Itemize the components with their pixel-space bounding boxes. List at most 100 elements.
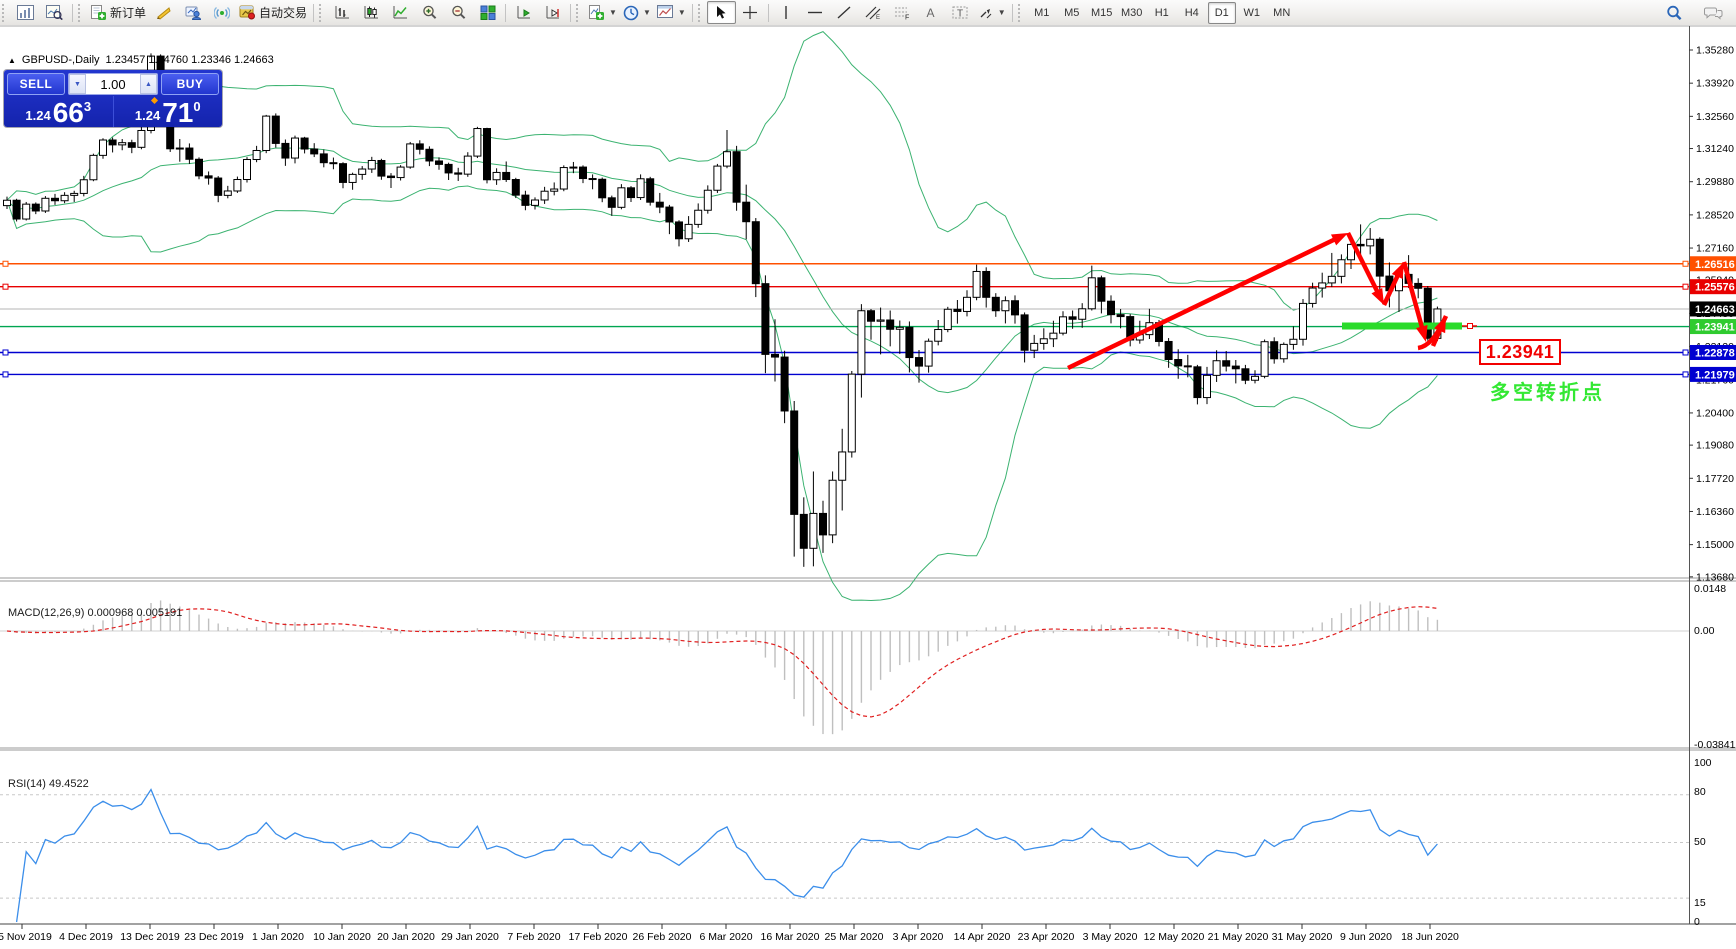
timeframe-button-w1[interactable]: W1 (1243, 6, 1260, 19)
trendline-tool-icon[interactable] (830, 1, 859, 24)
macd-label: MACD(12,26,9) 0.000968 0.005191 (8, 607, 183, 619)
autotrading-button[interactable]: 自动交易 (236, 1, 310, 24)
timeframe-button-d1[interactable]: D1 (1207, 1, 1236, 24)
svg-text:1.26516: 1.26516 (1695, 259, 1735, 271)
profiles-icon[interactable] (40, 1, 69, 24)
buy-price-prefix: 1.24 (134, 108, 161, 123)
text-tool-icon[interactable]: A (917, 1, 946, 24)
rsi-indicator (0, 788, 1689, 923)
price-axis[interactable]: 1.35280 1.33920 1.32560 1.31240 1.29880 1.285… (1689, 26, 1736, 928)
sell-button[interactable]: SELL (7, 73, 65, 95)
svg-text:14 Apr 2020: 14 Apr 2020 (954, 931, 1011, 943)
bull-bear-pivot-note[interactable]: 多空转折点 (1490, 382, 1605, 404)
svg-text:1.13680: 1.13680 (1696, 571, 1734, 583)
new-order-button[interactable]: 新订单 (87, 1, 149, 24)
svg-text:1.24663: 1.24663 (1695, 304, 1735, 316)
arrows-tool-button[interactable]: ▼ (975, 1, 1009, 24)
crosshair-tool-icon[interactable] (736, 1, 765, 24)
axis-price-tag: 1.26516 (1690, 256, 1736, 272)
zoom-out-icon[interactable] (444, 1, 473, 24)
timeframe-button-m1[interactable]: M1 (1034, 6, 1050, 19)
line-chart-mode-icon[interactable] (386, 1, 415, 24)
price-chart-canvas[interactable]: 1.35280 1.33920 1.32560 1.31240 1.29880 1.285… (0, 25, 1736, 949)
svg-text:1 Jan 2020: 1 Jan 2020 (252, 931, 304, 943)
fibonacci-tool-icon[interactable]: F (888, 1, 917, 24)
svg-text:17 Feb 2020: 17 Feb 2020 (569, 931, 628, 943)
toolbar-grip (576, 3, 583, 22)
svg-text:18 Jun 2020: 18 Jun 2020 (1401, 931, 1459, 943)
chart-shift-icon[interactable] (538, 1, 567, 24)
one-click-collapse-toggle[interactable]: ▲ (8, 55, 16, 65)
svg-text:21 May 2020: 21 May 2020 (1208, 931, 1269, 943)
new-order-label: 新订单 (110, 6, 147, 20)
auto-scroll-icon[interactable] (509, 1, 538, 24)
chart-area[interactable]: 1.35280 1.33920 1.32560 1.31240 1.29880 1.285… (0, 25, 1736, 949)
axis-price-tag: 1.21979 (1690, 366, 1736, 382)
charts-window-icon[interactable] (11, 1, 40, 24)
rsi-label: RSI(14) 49.4522 (8, 778, 89, 790)
axis-price-tag: 1.24663 (1690, 301, 1736, 317)
horizontal-level-lines[interactable] (0, 260, 1689, 378)
toolbar-grip (2, 3, 9, 22)
buy-price[interactable]: 1.24 71 0 (114, 96, 223, 127)
toolbar-right-group (1660, 1, 1736, 24)
candlestick-mode-icon[interactable] (357, 1, 386, 24)
indicators-icon[interactable] (149, 1, 178, 24)
svg-text:1.23941: 1.23941 (1695, 322, 1735, 334)
templates-button[interactable]: ▼ (654, 1, 689, 24)
date-axis[interactable]: 25 Nov 2019 4 Dec 2019 13 Dec 2019 23 Dec 2… (0, 924, 1459, 943)
timeframe-button-mn[interactable]: MN (1273, 6, 1291, 19)
toolbar-grip (78, 3, 85, 22)
svg-text:0: 0 (1694, 916, 1700, 928)
timeframe-button-m30[interactable]: M30 (1121, 6, 1143, 19)
svg-text:7 Feb 2020: 7 Feb 2020 (507, 931, 560, 943)
toolbar-separator (313, 3, 315, 22)
dropdown-caret-icon: ▼ (642, 8, 651, 17)
main-toolbar: 新订单 自动交易 (0, 0, 1736, 26)
svg-text:16 Mar 2020: 16 Mar 2020 (761, 931, 820, 943)
svg-text:1.16360: 1.16360 (1696, 506, 1734, 518)
svg-text:4 Dec 2019: 4 Dec 2019 (59, 931, 113, 943)
channel-tool-icon[interactable]: E (859, 1, 888, 24)
svg-text:E: E (876, 15, 880, 20)
svg-text:23 Apr 2020: 23 Apr 2020 (1018, 931, 1075, 943)
svg-text:1.28520: 1.28520 (1696, 209, 1734, 221)
signals-icon[interactable] (207, 1, 236, 24)
volume-increase-button[interactable]: ▲ (140, 74, 157, 94)
search-icon[interactable] (1660, 1, 1689, 24)
svg-text:20 Jan 2020: 20 Jan 2020 (377, 931, 435, 943)
svg-text:1.31240: 1.31240 (1696, 143, 1734, 155)
svg-text:1.29880: 1.29880 (1696, 176, 1734, 188)
sell-price[interactable]: 1.24 66 3 (4, 96, 114, 127)
text-label-tool-icon[interactable]: T (946, 1, 975, 24)
timeframe-button-h4[interactable]: H4 (1184, 6, 1199, 19)
horizontal-line-tool-icon[interactable] (801, 1, 830, 24)
svg-text:3 Apr 2020: 3 Apr 2020 (893, 931, 944, 943)
market-watch-icon[interactable] (178, 1, 207, 24)
toolbar-grip (1017, 3, 1025, 22)
vertical-line-tool-icon[interactable] (772, 1, 801, 24)
trend-annotations[interactable] (1067, 231, 1477, 371)
svg-text:31 May 2020: 31 May 2020 (1272, 931, 1333, 943)
timeframe-button-m15[interactable]: M15 (1091, 6, 1113, 19)
volume-input[interactable]: 1.00 (100, 76, 126, 92)
timeframe-button-m5[interactable]: M5 (1064, 6, 1080, 19)
dropdown-caret-icon: ▼ (997, 8, 1006, 17)
bar-chart-mode-icon[interactable] (328, 1, 357, 24)
toolbar-grip (319, 3, 326, 22)
new-chart-button[interactable]: ▼ (585, 1, 620, 24)
toolbar-separator (72, 3, 73, 22)
toolbar-separator (691, 3, 693, 22)
zoom-in-icon[interactable] (415, 1, 444, 24)
volume-decrease-button[interactable]: ▼ (69, 74, 86, 94)
timeframe-button-h1[interactable]: H1 (1154, 6, 1169, 19)
buy-button[interactable]: BUY (161, 73, 219, 95)
support-price-flag[interactable]: 1.23941 (1479, 339, 1561, 365)
tile-windows-icon[interactable] (473, 1, 502, 24)
period-button[interactable]: ▼ (620, 1, 654, 24)
cursor-tool-icon[interactable] (706, 1, 736, 24)
tick-direction-marker (150, 96, 158, 105)
chat-icon[interactable] (1699, 1, 1728, 24)
axis-price-tag: 1.25576 (1690, 279, 1736, 295)
